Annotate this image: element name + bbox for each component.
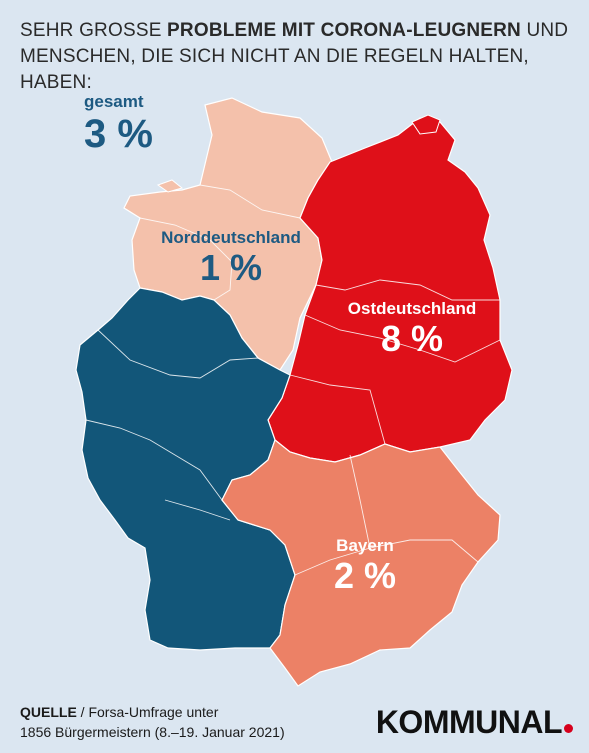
region-label-ost: Ostdeutschland 8 %: [336, 299, 488, 359]
overall-block: gesamt 3 %: [84, 92, 153, 156]
island: [411, 114, 441, 135]
headline: SEHR GROSSE PROBLEME MIT CORONA-LEUGNERN…: [20, 18, 575, 96]
kommunal-logo: KOMMUNAL: [376, 702, 573, 742]
source-label: QUELLE: [20, 704, 77, 720]
region-label-nord: Norddeutschland 1 %: [145, 228, 317, 288]
source-note: QUELLE / Forsa-Umfrage unter 1856 Bürger…: [20, 702, 285, 742]
region-name-bayern: Bayern: [336, 536, 394, 555]
logo-text: KOMMUNAL: [375, 704, 563, 740]
headline-part2: UND MENSCHEN, DIE SICH NICHT AN DIE REGE…: [20, 20, 569, 93]
headline-bold: PROBLEME MIT CORONA-LEUGNERN: [167, 20, 521, 41]
region-value-nord: 1 %: [199, 247, 263, 288]
region-value-ost: 8 %: [380, 318, 444, 359]
logo-dot-icon: [564, 724, 573, 733]
state-borders: [85, 184, 501, 576]
source-line1: / Forsa-Umfrage unter: [76, 704, 219, 720]
region-name-ost: Ostdeutschland: [347, 299, 477, 318]
region-name-nord: Norddeutschland: [161, 228, 301, 247]
overall-label: gesamt: [84, 92, 144, 111]
source-line2: 1856 Bürgermeistern (8.–19. Januar 2021): [20, 724, 285, 740]
region-label-bayern: Bayern 2 %: [305, 536, 425, 596]
region-value-bayern: 2 %: [333, 555, 397, 596]
region-bayern: [221, 439, 501, 687]
overall-value: 3 %: [84, 112, 153, 156]
headline-part1: SEHR GROSSE: [20, 20, 168, 41]
island: [156, 179, 184, 193]
